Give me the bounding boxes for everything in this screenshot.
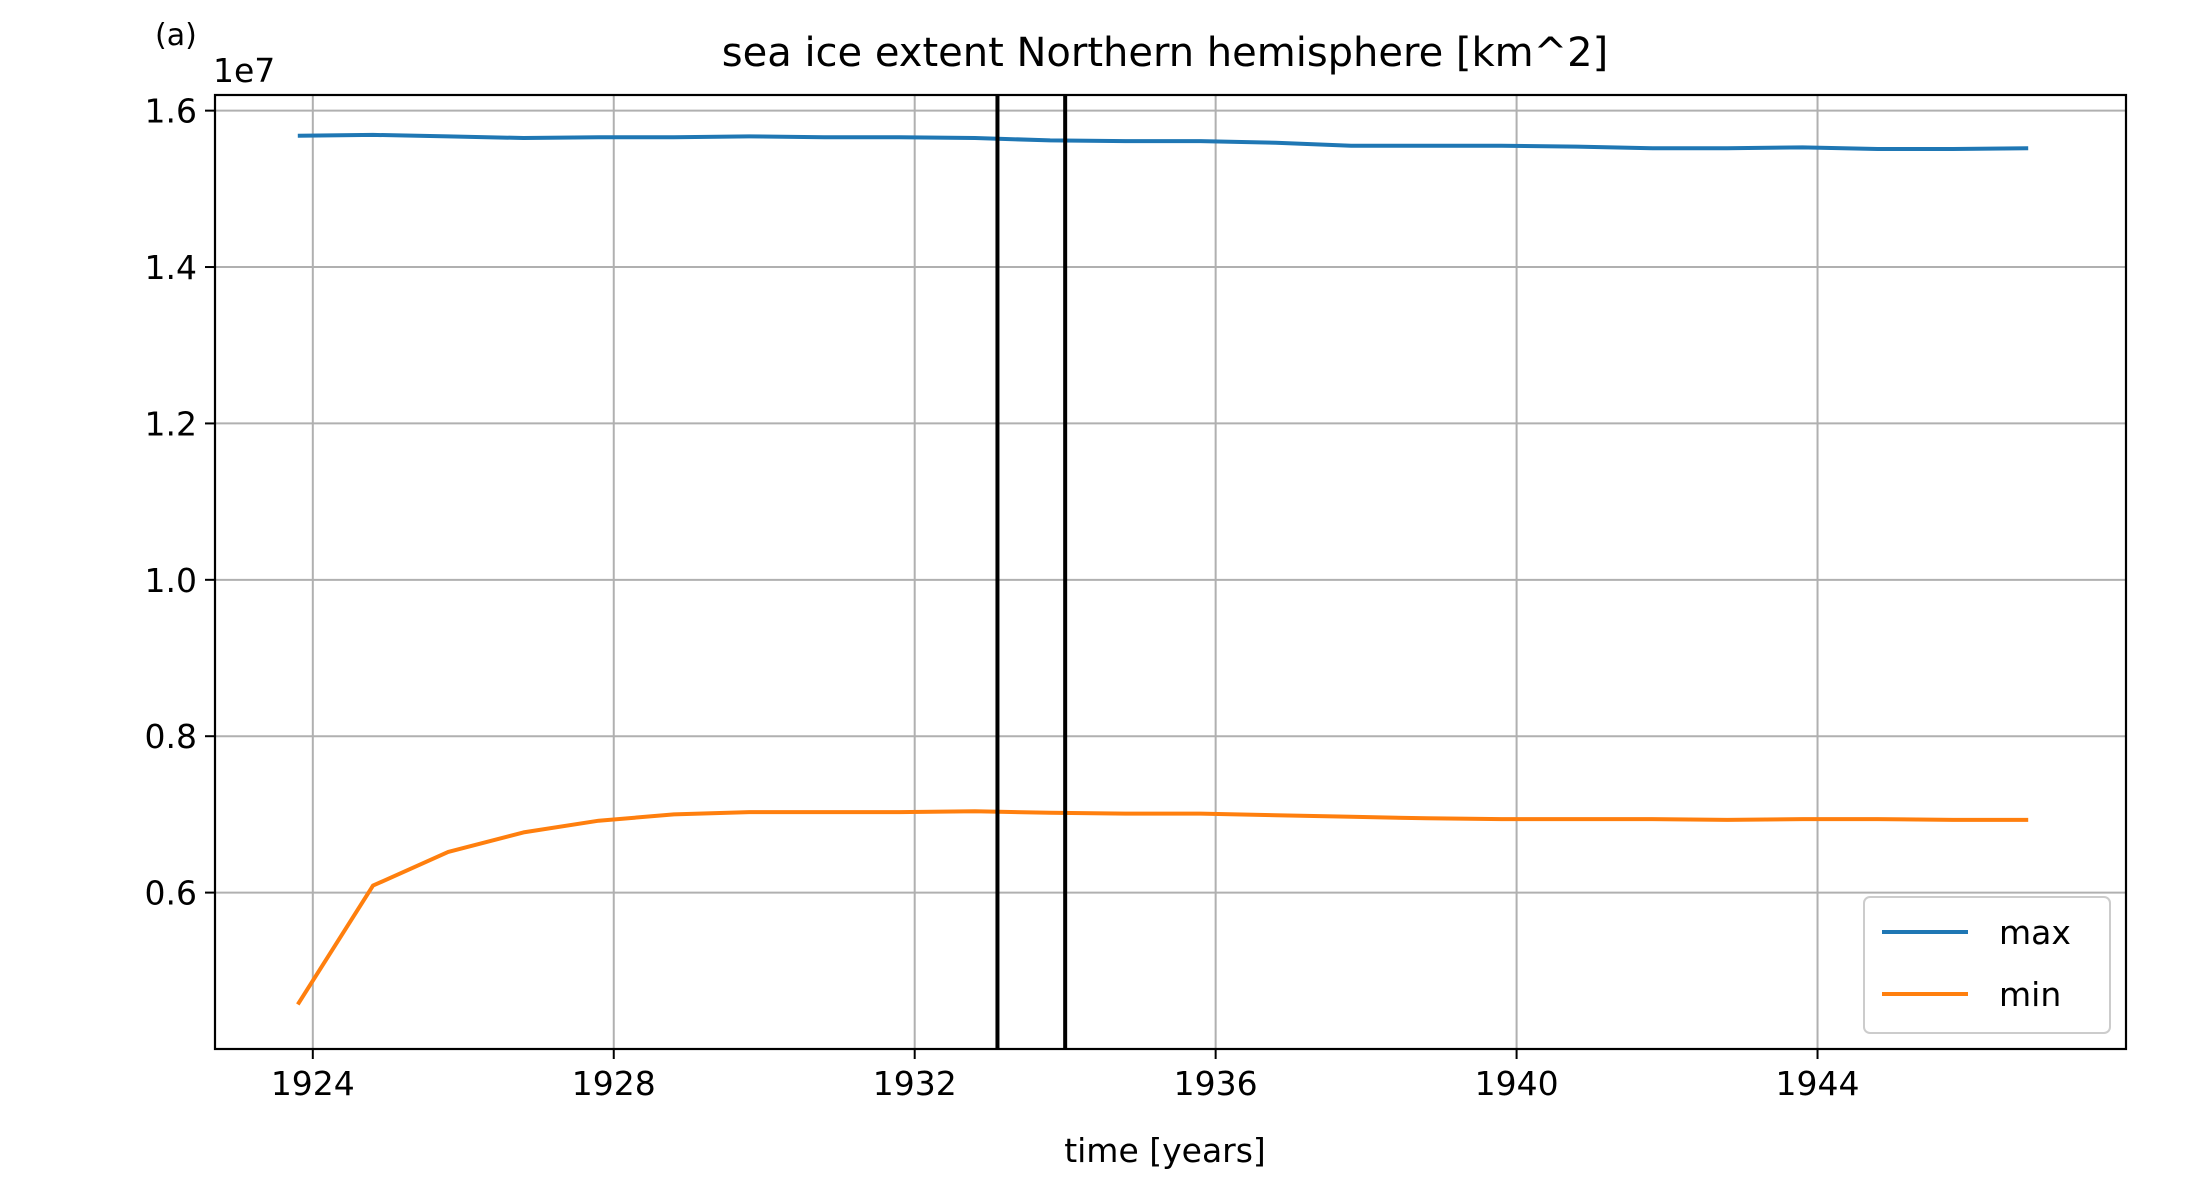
- plot-frame: [213, 93, 2128, 1051]
- series-lines: [296, 132, 2029, 1006]
- y-offset-label: 1e7: [213, 51, 275, 90]
- grid: [215, 95, 2126, 1049]
- legend-label-min: min: [1999, 975, 2061, 1014]
- x-tick-label: 1928: [572, 1064, 656, 1103]
- axis-ticks: 1924 1928 1932 1936 1940 1944 0.6 0.8 1.0 1.2 1.4 1…: [145, 92, 1860, 1103]
- y-tick-label: 1.2: [145, 404, 197, 443]
- x-tick-label: 1940: [1475, 1064, 1559, 1103]
- y-tick-label: 1.4: [145, 248, 197, 287]
- legend-label-max: max: [1999, 913, 2071, 952]
- x-tick-label: 1932: [873, 1064, 957, 1103]
- y-tick-label: 1.0: [145, 561, 197, 600]
- panel-label: (a): [155, 18, 197, 53]
- x-tick-label: 1936: [1174, 1064, 1258, 1103]
- chart-title: sea ice extent Northern hemisphere [km^2…: [722, 30, 1608, 76]
- series-line-max: [297, 132, 2029, 151]
- x-axis-label: time [years]: [1064, 1131, 1266, 1170]
- legend-box: [1863, 896, 2111, 1034]
- x-tick-label: 1944: [1776, 1064, 1860, 1103]
- y-tick-label: 0.8: [145, 717, 197, 756]
- series-line-min: [296, 809, 2029, 1006]
- y-tick-label: 1.6: [145, 92, 197, 131]
- legend: max min: [1863, 896, 2111, 1034]
- y-tick-label: 0.6: [145, 874, 197, 913]
- vertical-markers: [995, 95, 1068, 1049]
- x-tick-label: 1924: [271, 1064, 355, 1103]
